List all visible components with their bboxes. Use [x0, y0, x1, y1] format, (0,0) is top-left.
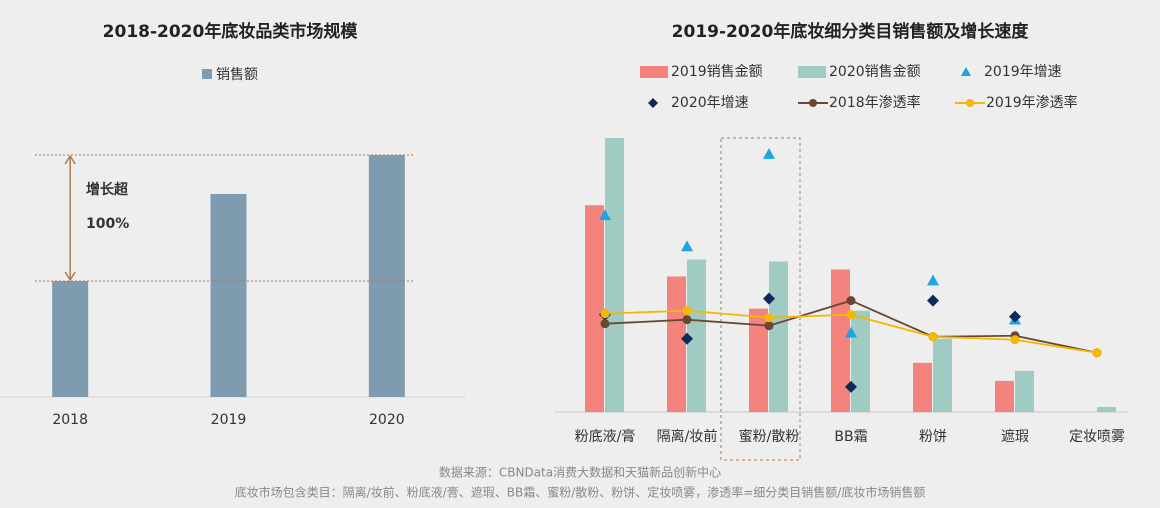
footnote: 数据来源：CBNData消费大数据和天猫新品创新中心: [439, 465, 721, 480]
bar: [995, 380, 1014, 412]
marker: [763, 292, 775, 305]
x-tick-label: 蜜粉/散粉: [739, 429, 800, 445]
point: [1010, 335, 1020, 345]
annotation: 增长超: [86, 181, 129, 198]
legend-marker: [648, 98, 658, 108]
x-tick-label: 遮瑕: [1001, 429, 1029, 445]
marker: [845, 326, 857, 338]
marker: [927, 294, 939, 307]
point: [682, 306, 692, 316]
bar: [769, 261, 788, 412]
bar: [831, 269, 850, 412]
bar: [851, 310, 870, 412]
x-tick-label: 定妆喷雾: [1069, 429, 1125, 445]
legend-swatch: [798, 66, 826, 78]
bar: [667, 276, 686, 412]
annotation: 100%: [86, 216, 129, 232]
bar: [913, 362, 932, 412]
marker: [763, 148, 775, 159]
bar: [368, 155, 405, 397]
legend-swatch: [202, 69, 212, 79]
legend-marker: [966, 99, 974, 107]
point: [846, 310, 856, 320]
legend-label: 2020年增速: [671, 95, 749, 111]
bar: [1097, 406, 1116, 412]
bar: [605, 138, 624, 412]
marker: [1009, 310, 1021, 323]
bar: [1015, 370, 1034, 412]
arrow-head: [64, 271, 76, 282]
marker: [681, 240, 693, 252]
legend-label: 2019销售金额: [671, 64, 763, 80]
point: [764, 321, 774, 331]
legend-label: 2018年渗透率: [829, 94, 921, 111]
marker: [927, 274, 939, 286]
legend-label: 2020销售金额: [829, 64, 921, 80]
chart-title: 2018-2020年底妆品类市场规模: [103, 21, 359, 42]
legend-swatch: [640, 66, 668, 78]
x-tick-label: 2018: [52, 412, 88, 428]
point: [928, 332, 938, 342]
x-tick-label: 粉饼: [919, 429, 947, 445]
legend-marker: [809, 99, 817, 107]
highlight-box: [720, 137, 801, 461]
footnote: 底妆市场包含类目：隔离/妆前、粉底液/膏、遮瑕、BB霜、蜜粉/散粉、粉饼、定妆喷…: [235, 485, 926, 500]
point: [764, 313, 774, 323]
marker: [845, 380, 857, 393]
chart-title: 2019-2020年底妆细分类目销售额及增长速度: [672, 21, 1030, 42]
bar: [933, 338, 952, 412]
x-tick-label: BB霜: [834, 429, 867, 445]
x-tick-label: 2019: [211, 412, 247, 428]
x-tick-label: 2020: [369, 412, 405, 428]
marker: [599, 209, 611, 221]
point: [846, 296, 856, 306]
legend-marker: [961, 67, 971, 76]
legend-label: 2019年渗透率: [986, 94, 1078, 111]
bar: [585, 205, 604, 412]
bar: [687, 259, 706, 412]
legend-label: 2019年增速: [984, 64, 1062, 80]
arrow-head: [64, 154, 76, 165]
point: [1092, 348, 1102, 358]
point: [600, 309, 610, 319]
x-tick-label: 隔离/妆前: [657, 428, 718, 445]
marker: [681, 332, 693, 345]
point: [600, 319, 610, 329]
bar: [749, 308, 768, 412]
bar: [52, 281, 89, 397]
legend-label: 销售额: [216, 67, 258, 83]
point: [682, 315, 692, 325]
bar: [210, 194, 247, 397]
x-tick-label: 粉底液/膏: [575, 428, 636, 445]
